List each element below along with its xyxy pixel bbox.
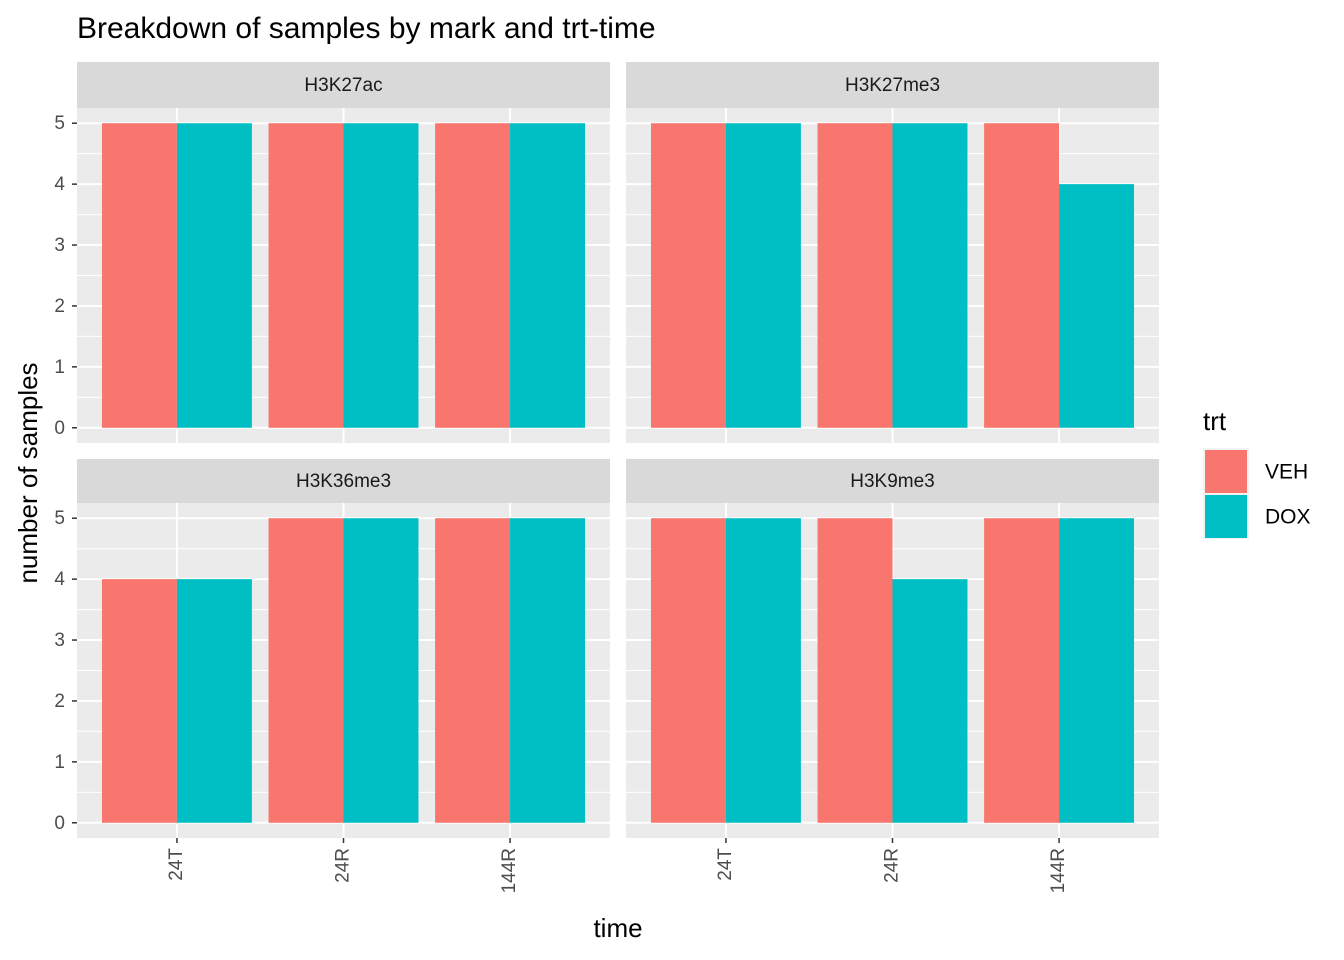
bar	[101, 123, 177, 428]
bar	[984, 518, 1060, 823]
bar	[435, 123, 511, 428]
y-tick-label: 4	[54, 569, 65, 590]
strip	[626, 459, 1159, 503]
y-tick-label: 5	[54, 113, 65, 134]
strip-label: H3K9me3	[850, 471, 935, 492]
strip	[626, 62, 1159, 108]
bar	[268, 518, 344, 823]
legend-swatch	[1205, 450, 1247, 493]
bar	[650, 518, 726, 823]
legend-swatch	[1205, 495, 1247, 538]
bar	[343, 518, 419, 823]
y-tick-label: 1	[54, 752, 65, 773]
y-tick-label: 2	[54, 296, 65, 317]
strip	[77, 62, 610, 108]
bar	[510, 123, 586, 428]
y-tick-label: 2	[54, 691, 65, 712]
bar	[435, 518, 511, 823]
x-tick-label: 144R	[499, 848, 520, 893]
bar	[1059, 184, 1135, 428]
bar	[510, 518, 586, 823]
bar	[984, 123, 1060, 428]
x-tick-label: 24T	[166, 848, 187, 881]
chart-title: Breakdown of samples by mark and trt-tim…	[77, 12, 656, 45]
strip	[77, 459, 610, 503]
bar	[817, 123, 893, 428]
y-axis-label: number of samples	[13, 362, 43, 583]
legend-title: trt	[1203, 406, 1227, 436]
y-tick-label: 0	[54, 418, 65, 439]
bar	[101, 579, 177, 823]
bar	[268, 123, 344, 428]
bar	[343, 123, 419, 428]
bar	[725, 518, 801, 823]
y-tick-label: 3	[54, 630, 65, 651]
bar	[892, 123, 968, 428]
x-tick-label: 144R	[1048, 848, 1069, 893]
y-tick-label: 5	[54, 508, 65, 529]
bar	[176, 579, 252, 823]
x-tick-label: 24R	[333, 848, 354, 883]
bar	[1059, 518, 1135, 823]
bar	[892, 579, 968, 823]
x-tick-label: 24R	[882, 848, 903, 883]
y-tick-label: 3	[54, 235, 65, 256]
bar	[817, 518, 893, 823]
y-tick-label: 1	[54, 357, 65, 378]
x-tick-label: 24T	[715, 848, 736, 881]
legend-label: DOX	[1265, 506, 1311, 529]
legend-label: VEH	[1265, 461, 1308, 484]
bar	[176, 123, 252, 428]
y-tick-label: 4	[54, 174, 65, 195]
strip-label: H3K27ac	[304, 75, 382, 96]
bar	[650, 123, 726, 428]
strip-label: H3K36me3	[296, 471, 391, 492]
strip-label: H3K27me3	[845, 75, 940, 96]
y-tick-label: 0	[54, 813, 65, 834]
x-axis-label: time	[593, 913, 642, 943]
bar	[725, 123, 801, 428]
